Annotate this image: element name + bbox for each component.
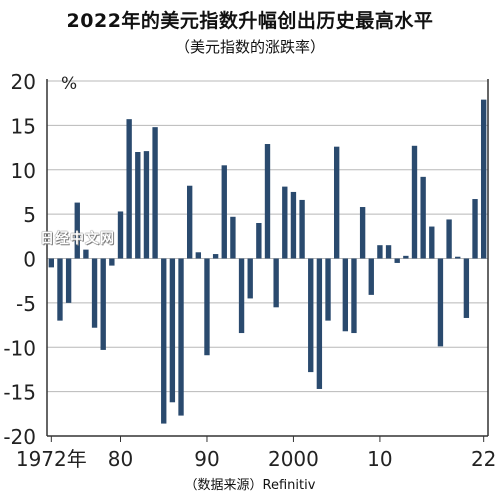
y-tick-label: 0 — [23, 248, 36, 272]
y-tick-label: 10 — [11, 159, 36, 183]
bar — [117, 211, 124, 259]
y-tick-label: -15 — [3, 381, 36, 405]
watermark: 日经中文网 — [40, 231, 115, 247]
bar — [394, 258, 400, 263]
x-tick-label: 22 — [471, 447, 496, 471]
bar — [429, 226, 435, 259]
bar — [316, 258, 323, 389]
bar — [256, 223, 262, 259]
unit-label: % — [61, 74, 77, 94]
chart-subtitle: （美元指数的涨跌率） — [174, 38, 325, 56]
bar — [161, 258, 167, 424]
bar — [152, 127, 158, 259]
bar — [65, 258, 72, 303]
bar — [290, 191, 297, 259]
bar — [57, 258, 63, 321]
y-tick-label: -5 — [16, 292, 36, 316]
y-tick-label: 20 — [11, 70, 36, 94]
x-tick-label: 90 — [194, 447, 219, 471]
y-tick-label: -10 — [3, 336, 36, 360]
bar — [238, 258, 245, 334]
bar — [100, 258, 106, 350]
bar — [264, 144, 271, 259]
bar — [83, 249, 89, 259]
bar — [359, 207, 366, 259]
bar — [377, 245, 383, 259]
bar — [186, 185, 193, 259]
bar — [299, 199, 305, 259]
data-source: （数据来源）Refinitiv — [184, 478, 316, 493]
bar — [480, 99, 487, 259]
bar — [230, 216, 236, 259]
bar — [308, 258, 314, 373]
bar — [342, 258, 349, 332]
chart-title: 2022年的美元指数升幅创出历史最高水平 — [66, 10, 434, 32]
y-tick-label: 15 — [11, 114, 36, 138]
x-tick-label: 10 — [367, 447, 392, 471]
bar — [48, 258, 55, 268]
bar — [74, 202, 80, 259]
bar — [411, 145, 418, 259]
x-tick-label: 2000 — [268, 447, 319, 471]
bar — [446, 219, 452, 259]
bar — [368, 258, 374, 295]
bar — [178, 258, 184, 416]
bar — [472, 199, 478, 259]
bar — [135, 152, 141, 259]
bar — [91, 258, 98, 328]
bar — [403, 255, 409, 259]
x-tick-label: 80 — [108, 447, 133, 471]
bar — [195, 252, 202, 259]
bar — [169, 258, 176, 403]
bar — [463, 258, 470, 318]
bar — [455, 256, 461, 259]
bar — [282, 186, 288, 259]
bar — [126, 119, 132, 259]
bar — [437, 258, 444, 347]
bar — [109, 258, 115, 266]
bar — [212, 254, 219, 259]
bar — [143, 151, 150, 259]
y-tick-label: -20 — [3, 425, 36, 449]
bar — [221, 165, 227, 259]
bar — [204, 258, 210, 356]
bar — [273, 258, 279, 308]
x-tick-label: 1972年 — [16, 447, 87, 471]
y-tick-label: 5 — [23, 203, 36, 227]
bar — [333, 146, 340, 259]
bar — [420, 176, 426, 259]
bar — [385, 245, 392, 259]
bar — [351, 258, 357, 334]
bar — [325, 258, 331, 321]
bar — [247, 258, 253, 299]
